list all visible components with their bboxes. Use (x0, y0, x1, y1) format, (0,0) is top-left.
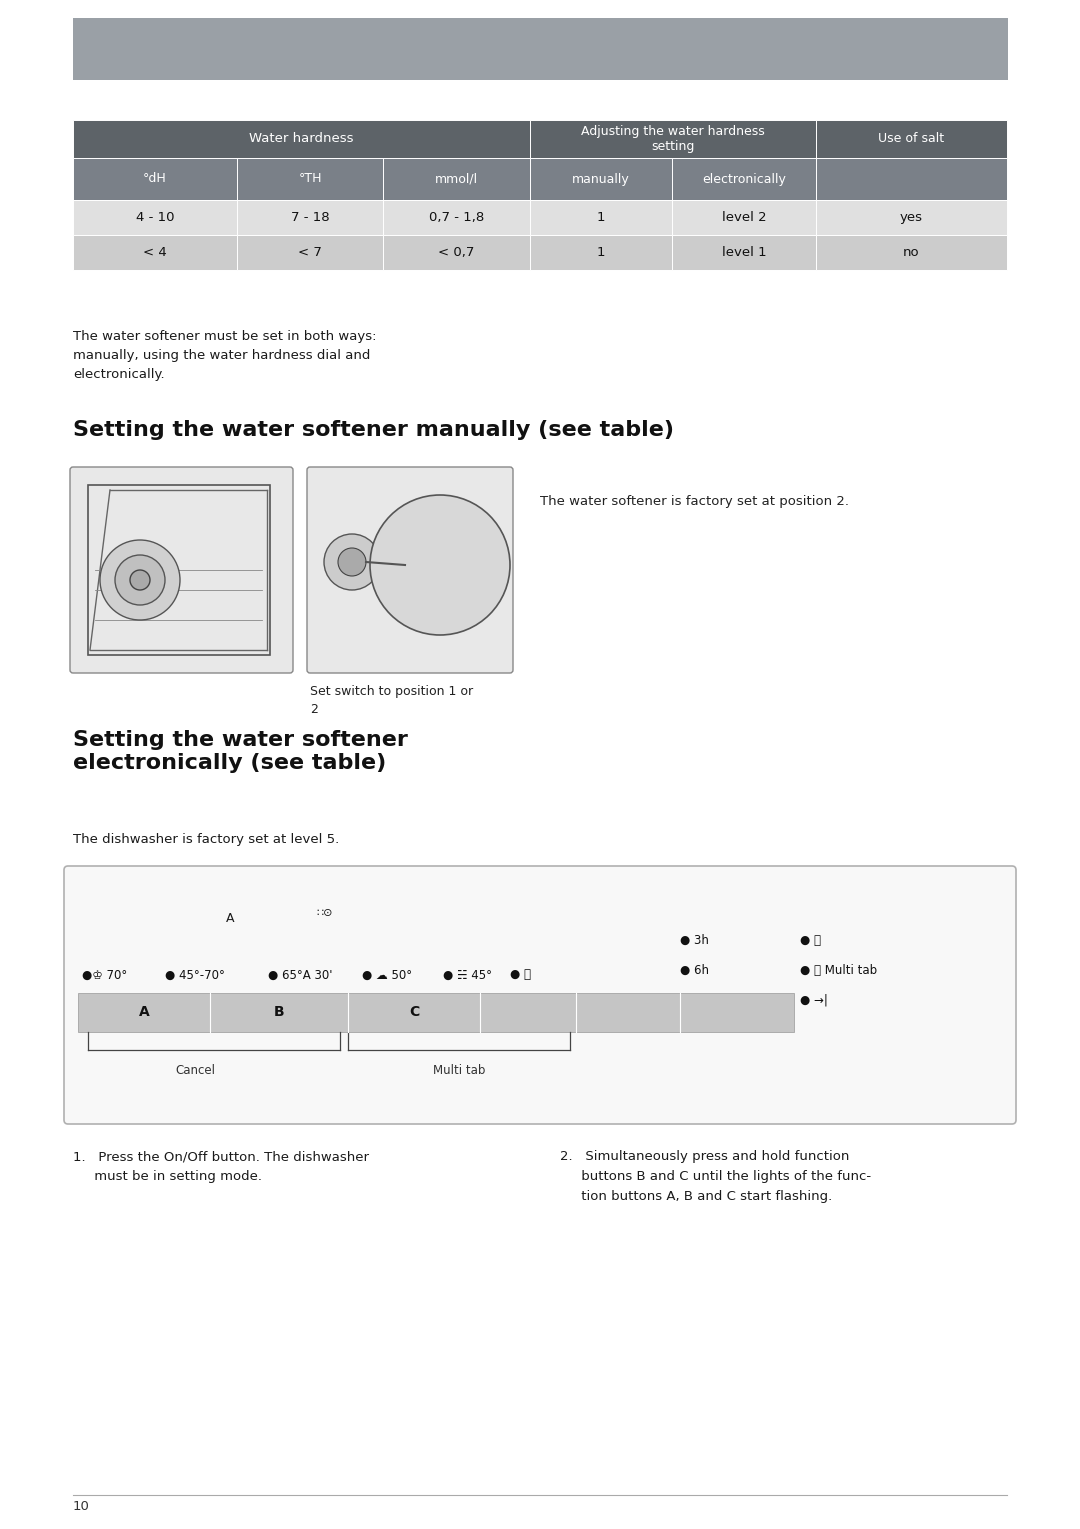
Text: C: C (409, 1006, 419, 1020)
Text: ●♔ 70°: ●♔ 70° (82, 968, 127, 982)
Text: < 0,7: < 0,7 (438, 246, 475, 258)
Text: °TH: °TH (298, 173, 322, 185)
Circle shape (130, 570, 150, 590)
Bar (530, 119, 816, 157)
Circle shape (405, 531, 475, 599)
Text: Setting the water softener manually (see table): Setting the water softener manually (see… (73, 420, 674, 440)
Text: 2.   Simultaneously press and hold function
     buttons B and C until the light: 2. Simultaneously press and hold functio… (561, 1150, 872, 1203)
Bar (73, 157, 237, 200)
Bar (78, 992, 794, 1032)
Text: ∷⊙: ∷⊙ (316, 908, 334, 917)
Text: ● ⌚: ● ⌚ (510, 968, 531, 982)
Bar (530, 157, 672, 200)
Text: level 1: level 1 (721, 246, 767, 258)
Bar (672, 235, 816, 271)
Text: A: A (226, 911, 234, 925)
Text: °dH: °dH (144, 173, 167, 185)
Bar (73, 200, 1007, 235)
Text: Adjusting the water hardness
setting: Adjusting the water hardness setting (581, 125, 765, 153)
Circle shape (370, 495, 510, 635)
Text: ● 45°-70°: ● 45°-70° (165, 968, 225, 982)
Bar (816, 200, 1007, 235)
FancyBboxPatch shape (307, 466, 513, 673)
Text: manually: manually (572, 173, 630, 185)
Circle shape (422, 547, 458, 583)
Text: ● 9h: ● 9h (680, 994, 708, 1006)
Bar (672, 157, 816, 200)
Text: The water softener must be set in both ways:
manually, using the water hardness : The water softener must be set in both w… (73, 330, 377, 381)
Circle shape (100, 540, 180, 619)
Text: ● 3h: ● 3h (680, 934, 708, 946)
Bar (383, 157, 530, 200)
Bar (383, 200, 530, 235)
Text: < 7: < 7 (298, 246, 322, 258)
Text: ● 65°A 30': ● 65°A 30' (268, 968, 333, 982)
Text: The water softener is factory set at position 2.: The water softener is factory set at pos… (540, 495, 849, 508)
Bar (237, 157, 383, 200)
Text: Use of salt: Use of salt (878, 133, 945, 145)
Text: 0,7 - 1,8: 0,7 - 1,8 (429, 211, 484, 225)
Text: The dishwasher is factory set at level 5.: The dishwasher is factory set at level 5… (73, 833, 339, 846)
FancyBboxPatch shape (70, 466, 293, 673)
Circle shape (388, 514, 492, 618)
Circle shape (114, 555, 165, 605)
Text: Set switch to position 1 or
2: Set switch to position 1 or 2 (310, 685, 473, 716)
Bar (672, 200, 816, 235)
Bar (73, 235, 237, 271)
FancyBboxPatch shape (64, 865, 1016, 1124)
Text: ● ☵ 45°: ● ☵ 45° (443, 968, 492, 982)
Text: ● →|: ● →| (800, 994, 828, 1006)
Text: electronically: electronically (702, 173, 786, 185)
Text: 1: 1 (597, 211, 605, 225)
Text: < 4: < 4 (144, 246, 167, 258)
Text: yes: yes (900, 211, 923, 225)
Bar (237, 200, 383, 235)
Text: B: B (273, 1006, 284, 1020)
Text: ● Ⓢ: ● Ⓢ (800, 934, 821, 946)
Text: 4 - 10: 4 - 10 (136, 211, 174, 225)
Bar (816, 119, 1007, 157)
Bar (816, 235, 1007, 271)
Text: ● Ⓜ Multi tab: ● Ⓜ Multi tab (800, 963, 877, 977)
Text: ● ☁ 50°: ● ☁ 50° (362, 968, 413, 982)
Bar (530, 235, 672, 271)
Text: A: A (138, 1006, 149, 1020)
Text: mmol/l: mmol/l (435, 173, 478, 185)
Text: Multi tab: Multi tab (433, 1064, 485, 1076)
Text: 10: 10 (73, 1500, 90, 1514)
Circle shape (338, 547, 366, 576)
Bar (87, 485, 270, 654)
Bar (383, 235, 530, 271)
Text: ● 6h: ● 6h (680, 963, 708, 977)
Text: level 2: level 2 (721, 211, 767, 225)
Bar (73, 18, 1008, 80)
Text: 1.   Press the On/Off button. The dishwasher
     must be in setting mode.: 1. Press the On/Off button. The dishwash… (73, 1150, 369, 1183)
Bar (237, 235, 383, 271)
Text: Water hardness: Water hardness (249, 133, 354, 145)
Bar (530, 200, 672, 235)
Bar (73, 119, 530, 157)
Text: no: no (903, 246, 920, 258)
Text: Cancel: Cancel (175, 1064, 215, 1076)
Text: 1: 1 (597, 246, 605, 258)
Bar (73, 200, 237, 235)
Text: 7 - 18: 7 - 18 (291, 211, 329, 225)
Bar (816, 157, 1007, 200)
Circle shape (324, 534, 380, 590)
Text: Setting the water softener
electronically (see table): Setting the water softener electronicall… (73, 729, 408, 774)
